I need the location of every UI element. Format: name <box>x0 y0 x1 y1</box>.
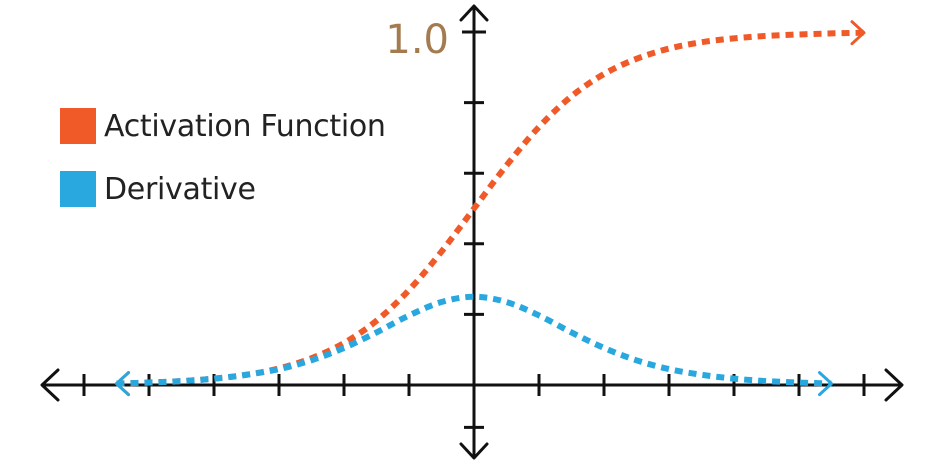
legend: Activation Function Derivative <box>60 106 386 232</box>
legend-item-activation: Activation Function <box>60 106 386 146</box>
y-tick-label-max: 1.0 <box>385 17 449 63</box>
legend-label-activation: Activation Function <box>104 109 386 144</box>
legend-label-derivative: Derivative <box>104 172 256 207</box>
axes <box>42 6 902 458</box>
legend-swatch-activation <box>60 108 96 144</box>
legend-swatch-derivative <box>60 171 96 207</box>
legend-item-derivative: Derivative <box>60 169 386 209</box>
